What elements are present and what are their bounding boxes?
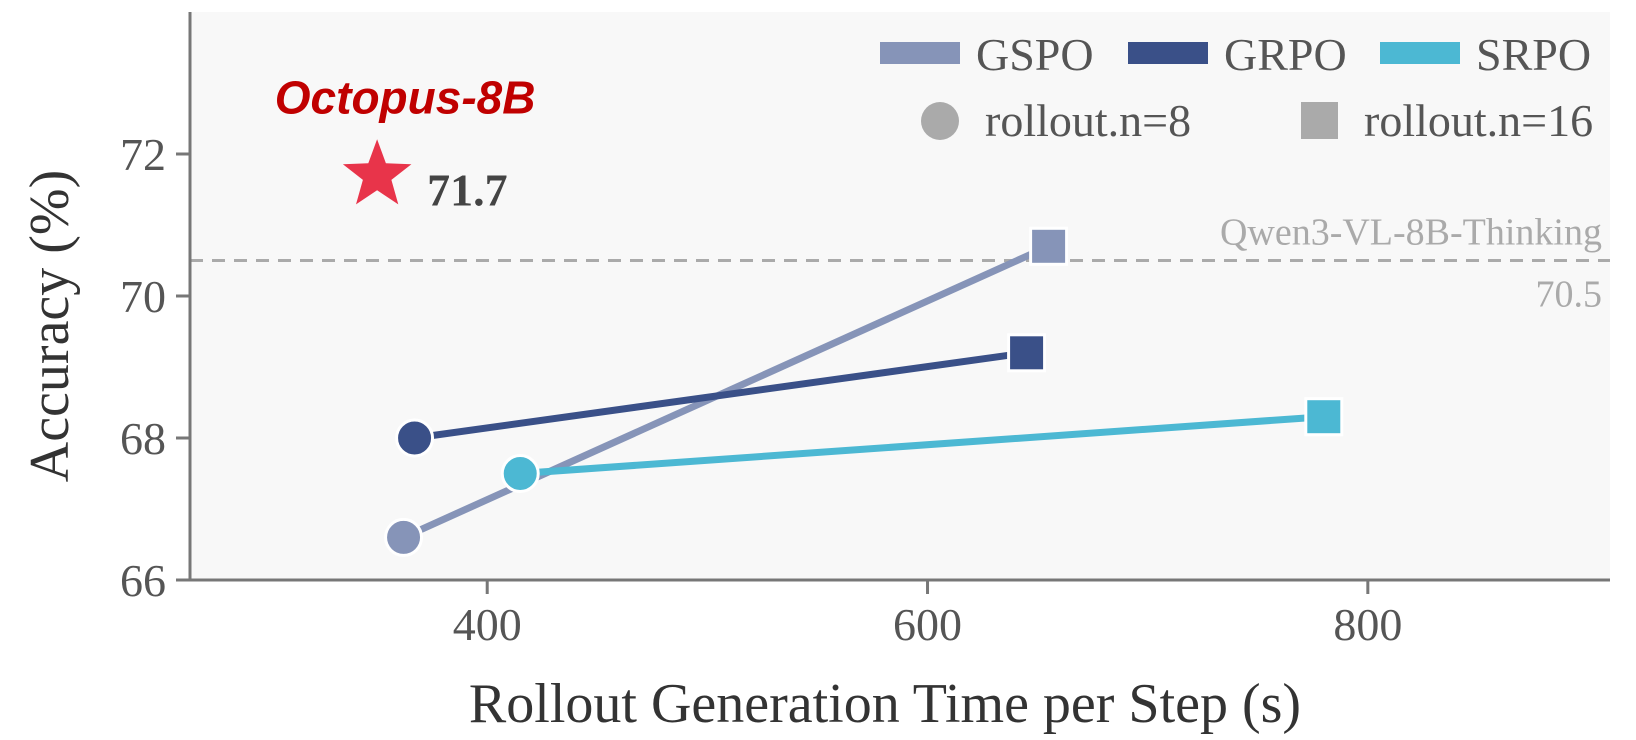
y-tick-label: 70 bbox=[120, 271, 166, 322]
legend-marker-square bbox=[1301, 102, 1338, 139]
x-axis-title: Rollout Generation Time per Step (s) bbox=[469, 673, 1301, 735]
plot-background bbox=[190, 12, 1610, 580]
series-line-srpo bbox=[519, 413, 1325, 477]
series-line-grpo bbox=[414, 349, 1028, 442]
x-tick-label: 800 bbox=[1333, 599, 1402, 650]
legend-swatch-gspo bbox=[880, 42, 960, 64]
y-tick-label: 68 bbox=[120, 413, 166, 464]
y-axis-title: Accuracy (%) bbox=[19, 170, 81, 482]
series-layer bbox=[384, 226, 1344, 557]
reference-layer: Qwen3-VL-8B-Thinking 70.5 bbox=[190, 212, 1610, 316]
point-grpo-rollout-16 bbox=[1007, 333, 1047, 373]
point-gspo-rollout-16 bbox=[1029, 226, 1069, 266]
point-grpo-rollout-8 bbox=[395, 418, 435, 458]
legend: GSPO GRPO SRPO rollout.n=8 rollout.n=16 bbox=[880, 29, 1593, 146]
legend-swatch-grpo bbox=[1128, 42, 1208, 64]
legend-marker-label-square: rollout.n=16 bbox=[1364, 95, 1593, 146]
highlight-layer: Octopus-8B 71.7 bbox=[275, 71, 536, 215]
highlight-model-title: Octopus-8B bbox=[275, 71, 536, 123]
reference-label: Qwen3-VL-8B-Thinking bbox=[1220, 212, 1602, 254]
point-srpo-rollout-16 bbox=[1304, 397, 1344, 437]
y-tick-label: 66 bbox=[120, 555, 166, 606]
legend-marker-circle bbox=[921, 102, 959, 140]
highlight-star-icon bbox=[342, 139, 412, 205]
y-tick-label: 72 bbox=[120, 129, 166, 180]
ticks-layer: 66 68 70 72 400 600 800 bbox=[120, 129, 1402, 650]
reference-value: 70.5 bbox=[1536, 274, 1603, 316]
legend-marker-label-circle: rollout.n=8 bbox=[985, 95, 1191, 146]
legend-label-grpo: GRPO bbox=[1224, 29, 1347, 80]
legend-label-srpo: SRPO bbox=[1476, 29, 1591, 80]
legend-swatch-srpo bbox=[1380, 42, 1460, 64]
highlight-value: 71.7 bbox=[427, 164, 508, 215]
x-tick-label: 400 bbox=[453, 599, 522, 650]
point-srpo-rollout-8 bbox=[500, 454, 540, 493]
x-tick-label: 600 bbox=[893, 599, 962, 650]
legend-label-gspo: GSPO bbox=[976, 29, 1094, 80]
point-gspo-rollout-8 bbox=[384, 517, 424, 557]
